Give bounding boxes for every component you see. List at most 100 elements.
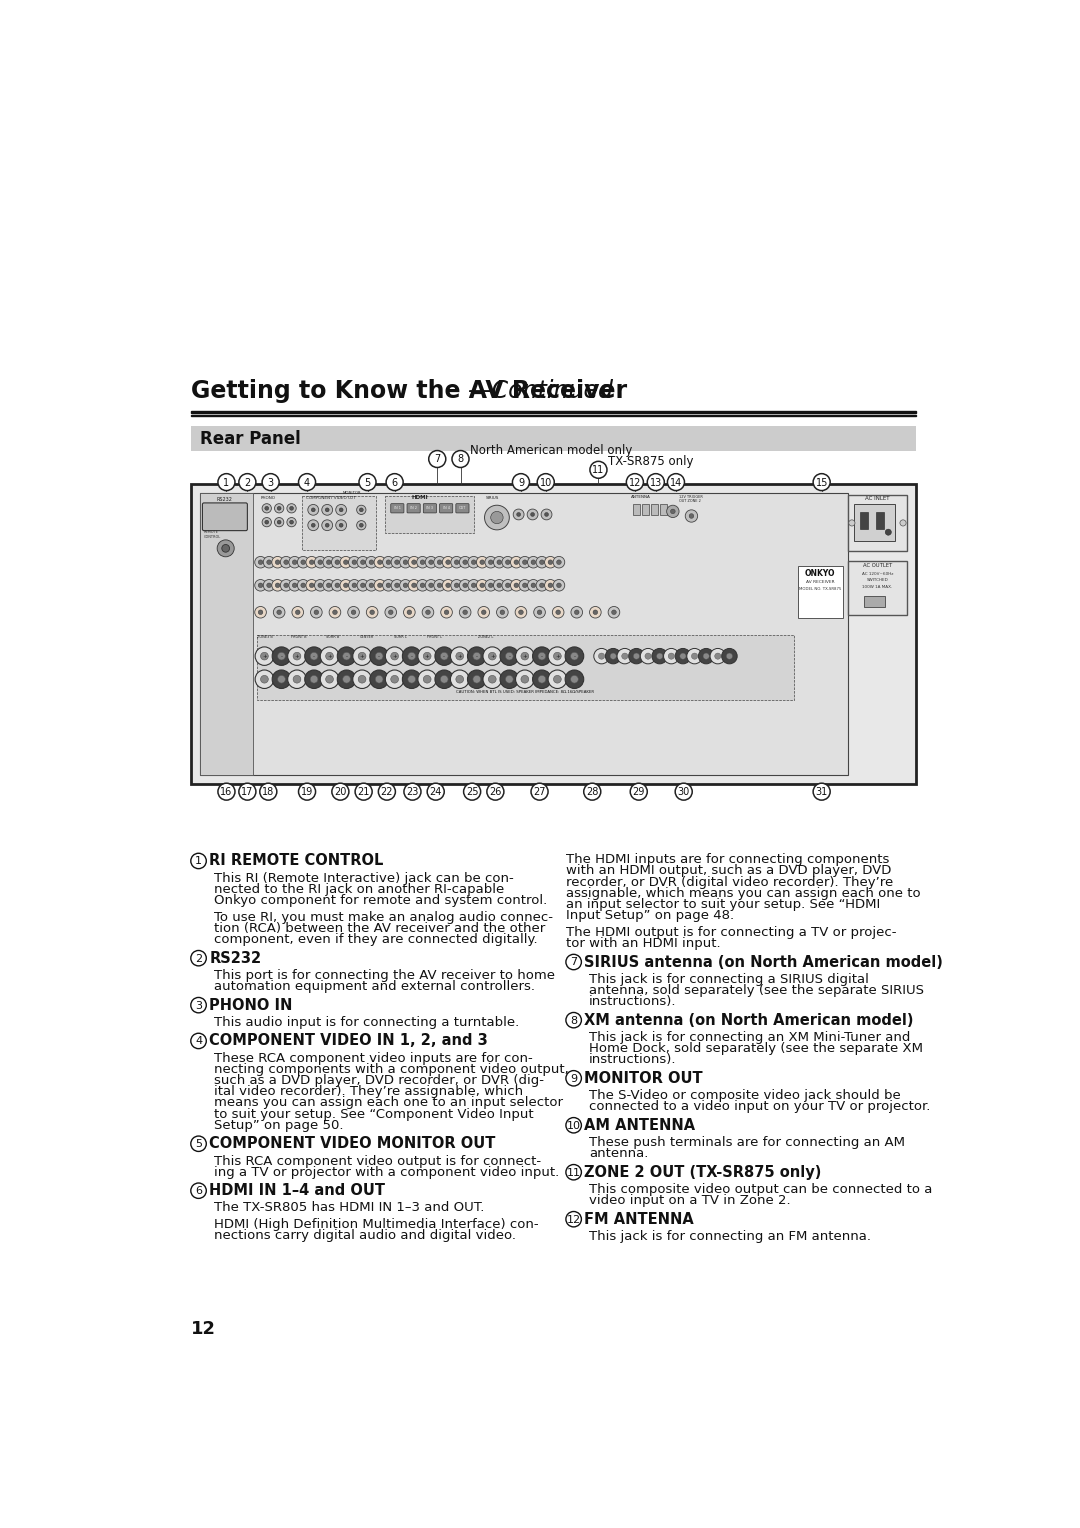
Circle shape xyxy=(608,607,620,617)
Circle shape xyxy=(645,652,651,659)
Circle shape xyxy=(262,504,271,513)
Text: 9: 9 xyxy=(570,1074,577,1083)
Circle shape xyxy=(532,669,551,689)
Text: RI REMOTE CONTROL: RI REMOTE CONTROL xyxy=(210,854,383,868)
Circle shape xyxy=(384,607,396,617)
Text: This RCA component video output is for connect-: This RCA component video output is for c… xyxy=(214,1155,541,1167)
Circle shape xyxy=(239,474,256,490)
Circle shape xyxy=(239,784,256,801)
Text: Home Dock, sold separately (see the separate XM: Home Dock, sold separately (see the sepa… xyxy=(590,1042,923,1056)
Text: HDMI: HDMI xyxy=(411,495,428,500)
Circle shape xyxy=(450,646,469,665)
Circle shape xyxy=(671,509,675,513)
Circle shape xyxy=(480,559,485,564)
Circle shape xyxy=(485,506,510,530)
Circle shape xyxy=(343,584,348,588)
Circle shape xyxy=(488,584,494,588)
Circle shape xyxy=(378,784,395,801)
Circle shape xyxy=(566,955,581,970)
Circle shape xyxy=(326,675,334,683)
Circle shape xyxy=(426,579,437,591)
Circle shape xyxy=(352,584,356,588)
Circle shape xyxy=(369,584,374,588)
Circle shape xyxy=(274,504,284,513)
Circle shape xyxy=(311,607,322,617)
Text: +: + xyxy=(360,654,364,660)
Text: MODEL NO. TX-SR875: MODEL NO. TX-SR875 xyxy=(799,587,841,591)
Circle shape xyxy=(527,509,538,520)
Circle shape xyxy=(332,579,343,591)
Circle shape xyxy=(387,559,391,564)
Circle shape xyxy=(513,509,524,520)
Circle shape xyxy=(298,474,315,490)
Circle shape xyxy=(471,559,476,564)
Text: 25: 25 xyxy=(465,787,478,798)
Circle shape xyxy=(335,584,339,588)
Circle shape xyxy=(311,523,315,527)
Circle shape xyxy=(538,652,545,660)
Text: -: - xyxy=(281,654,283,660)
Circle shape xyxy=(689,513,693,518)
Circle shape xyxy=(265,520,269,524)
Circle shape xyxy=(403,559,408,564)
Circle shape xyxy=(426,556,437,568)
Circle shape xyxy=(365,556,377,568)
Text: 3: 3 xyxy=(195,1001,202,1010)
Circle shape xyxy=(482,610,486,614)
Circle shape xyxy=(534,607,545,617)
Circle shape xyxy=(325,507,329,512)
Text: This jack is for connecting a SIRIUS digital: This jack is for connecting a SIRIUS dig… xyxy=(590,973,869,986)
Circle shape xyxy=(386,646,404,665)
Circle shape xyxy=(369,610,375,614)
Circle shape xyxy=(191,1033,206,1048)
Text: -: - xyxy=(443,654,445,660)
Circle shape xyxy=(322,520,333,530)
Text: tor with an HDMI input.: tor with an HDMI input. xyxy=(566,937,720,950)
Text: -: - xyxy=(476,654,477,660)
Text: OUT ZONE 2: OUT ZONE 2 xyxy=(679,500,701,503)
Bar xyxy=(302,497,376,550)
Text: PHONO: PHONO xyxy=(260,497,275,500)
Circle shape xyxy=(284,559,288,564)
Circle shape xyxy=(540,559,544,564)
Text: instructions).: instructions). xyxy=(590,1053,677,1067)
Circle shape xyxy=(343,559,348,564)
Text: nections carry digital audio and digital video.: nections carry digital audio and digital… xyxy=(214,1230,516,1242)
Text: AC 120V~60Hz: AC 120V~60Hz xyxy=(862,571,893,576)
Circle shape xyxy=(293,584,297,588)
Circle shape xyxy=(428,784,444,801)
Circle shape xyxy=(418,646,436,665)
Text: Getting to Know the AV Receiver: Getting to Know the AV Receiver xyxy=(191,379,626,403)
FancyBboxPatch shape xyxy=(407,504,420,513)
Text: ZONE 2 OUT (TX-SR875 only): ZONE 2 OUT (TX-SR875 only) xyxy=(584,1164,822,1180)
Text: AC INLET: AC INLET xyxy=(865,495,890,501)
Circle shape xyxy=(468,669,486,689)
Circle shape xyxy=(813,784,831,801)
Circle shape xyxy=(387,584,391,588)
Circle shape xyxy=(494,556,505,568)
Circle shape xyxy=(521,652,529,660)
Circle shape xyxy=(293,559,297,564)
Text: -: - xyxy=(410,654,413,660)
Text: To use RI, you must make an analog audio connec-: To use RI, you must make an analog audio… xyxy=(214,911,553,924)
Circle shape xyxy=(357,556,368,568)
Bar xyxy=(798,565,842,619)
Text: HDMI (High Definition Multimedia Interface) con-: HDMI (High Definition Multimedia Interfa… xyxy=(214,1218,539,1232)
Circle shape xyxy=(594,648,609,663)
Text: Input Setup” on page 48.: Input Setup” on page 48. xyxy=(566,909,734,921)
Circle shape xyxy=(420,559,424,564)
Text: SURR L: SURR L xyxy=(394,634,407,639)
Circle shape xyxy=(480,584,485,588)
Circle shape xyxy=(314,610,319,614)
Text: This jack is for connecting an XM Mini-Tuner and: This jack is for connecting an XM Mini-T… xyxy=(590,1031,910,1044)
Text: —Continued: —Continued xyxy=(469,379,613,403)
Circle shape xyxy=(359,652,366,660)
Text: 5: 5 xyxy=(364,478,370,487)
Circle shape xyxy=(565,646,583,665)
Circle shape xyxy=(610,652,617,659)
Circle shape xyxy=(536,579,548,591)
Circle shape xyxy=(301,584,306,588)
Text: COMPONENT VIDEO MONITOR OUT: COMPONENT VIDEO MONITOR OUT xyxy=(210,1137,496,1151)
Circle shape xyxy=(488,652,496,660)
Circle shape xyxy=(444,610,449,614)
